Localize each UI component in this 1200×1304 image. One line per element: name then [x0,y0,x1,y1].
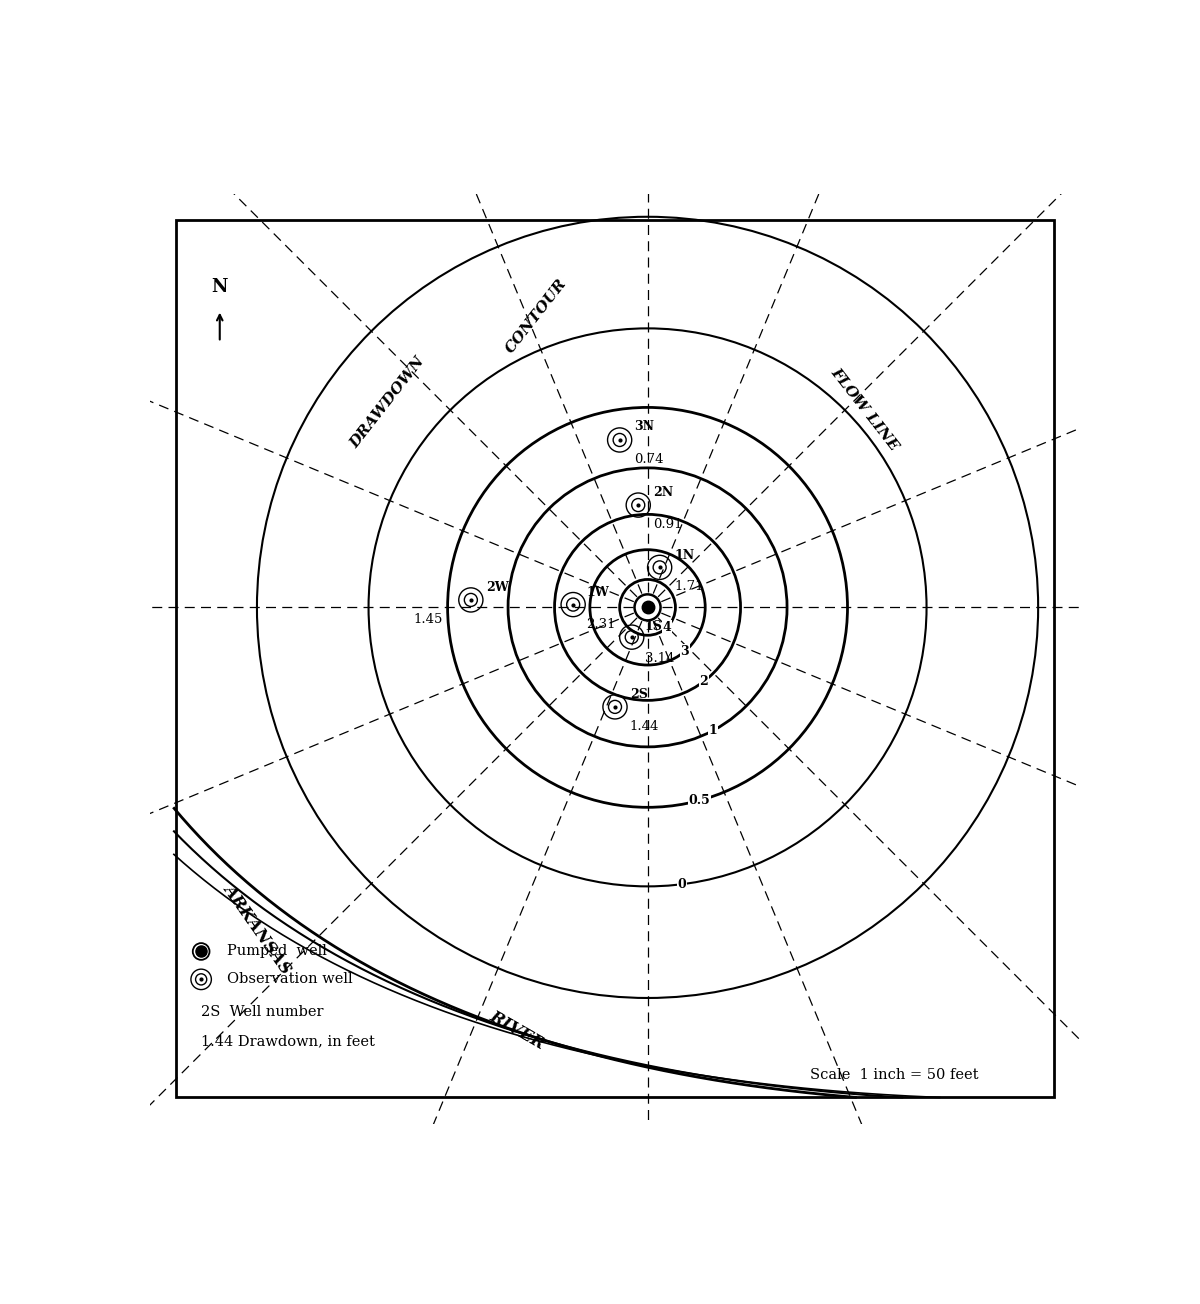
Text: 3: 3 [680,645,689,659]
Text: Scale  1 inch = 50 feet: Scale 1 inch = 50 feet [810,1068,978,1082]
Text: 1.71: 1.71 [674,580,704,593]
Text: Observation well: Observation well [227,973,353,986]
Text: 2W: 2W [486,582,509,595]
Text: 2S  Well number: 2S Well number [202,1005,324,1018]
Text: 1N: 1N [674,549,695,562]
Text: FLOW LINE: FLOW LINE [828,365,901,454]
Text: 1: 1 [709,724,718,737]
Text: 2S: 2S [630,689,648,702]
Text: CONTOUR: CONTOUR [503,276,569,356]
Text: 0.74: 0.74 [635,452,664,466]
Text: 1.44 Drawdown, in feet: 1.44 Drawdown, in feet [202,1034,376,1048]
Text: 2.31: 2.31 [586,618,616,631]
Text: 3N: 3N [635,420,654,433]
Text: N: N [211,278,228,296]
Text: ARKANSAS: ARKANSAS [220,880,294,977]
Text: 1.45: 1.45 [413,613,443,626]
Text: 1S: 1S [644,621,662,634]
Text: 0: 0 [677,878,686,891]
Text: 2N: 2N [653,486,673,499]
Text: 2: 2 [700,675,708,689]
Text: 3.14: 3.14 [644,652,674,665]
Text: 0.5: 0.5 [689,794,710,807]
Text: RIVER: RIVER [487,1008,548,1054]
Text: 0.91: 0.91 [653,518,683,531]
Text: 1.44: 1.44 [630,720,659,733]
Text: 4: 4 [662,621,672,634]
Text: 1W: 1W [586,585,608,599]
Text: Pumped  well: Pumped well [227,944,328,958]
Text: DRAWDOWN: DRAWDOWN [347,355,427,451]
